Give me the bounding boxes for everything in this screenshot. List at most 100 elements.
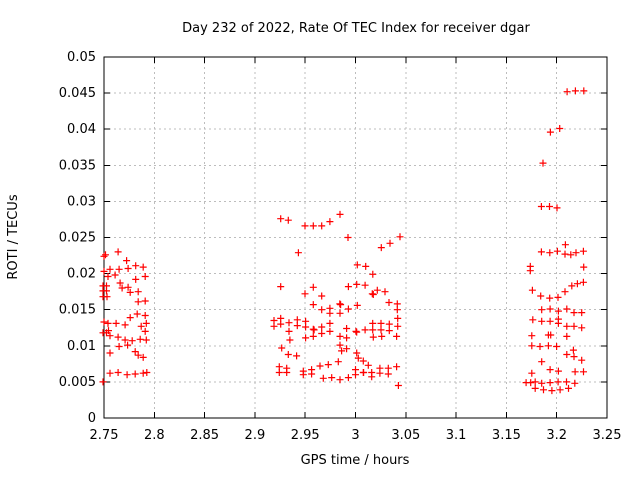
y-tick-label: 0.045 bbox=[59, 86, 96, 101]
data-point-marker bbox=[277, 215, 285, 223]
x-tick-label: 2.85 bbox=[190, 428, 219, 443]
data-point-marker bbox=[553, 343, 561, 350]
data-point-marker bbox=[294, 249, 302, 257]
data-point-marker bbox=[132, 275, 140, 283]
data-point-marker bbox=[308, 370, 316, 378]
data-point-marker bbox=[100, 318, 108, 326]
data-point-marker bbox=[114, 333, 122, 341]
data-point-marker bbox=[343, 334, 351, 342]
data-point-marker bbox=[343, 325, 351, 332]
data-point-marker bbox=[139, 263, 147, 271]
data-point-marker bbox=[565, 384, 572, 392]
data-point-marker bbox=[278, 344, 286, 352]
data-point-marker bbox=[106, 369, 114, 377]
data-point-marker bbox=[104, 273, 112, 280]
data-point-marker bbox=[277, 283, 285, 291]
data-point-marker bbox=[344, 234, 352, 241]
data-point-marker bbox=[124, 283, 132, 291]
data-point-marker bbox=[141, 273, 149, 280]
data-point-marker bbox=[102, 251, 109, 259]
data-point-marker bbox=[373, 286, 381, 294]
data-point-marker bbox=[284, 216, 292, 224]
data-point-marker bbox=[528, 369, 536, 377]
data-point-marker bbox=[142, 319, 150, 327]
data-point-marker bbox=[385, 299, 393, 306]
x-tick-label: 3 bbox=[351, 428, 359, 443]
data-point-marker bbox=[579, 278, 587, 286]
data-point-marker bbox=[580, 368, 587, 376]
data-point-marker bbox=[309, 222, 317, 230]
data-point-marker bbox=[337, 301, 345, 309]
data-point-marker bbox=[309, 332, 317, 340]
data-point-marker bbox=[116, 279, 124, 287]
data-point-marker bbox=[103, 293, 111, 301]
data-point-marker bbox=[539, 159, 547, 167]
data-point-marker bbox=[142, 336, 150, 344]
data-point-marker bbox=[580, 263, 588, 271]
data-point-marker bbox=[115, 265, 123, 273]
data-point-marker bbox=[544, 342, 552, 350]
data-point-marker bbox=[326, 218, 334, 226]
data-point-marker bbox=[328, 374, 336, 382]
data-point-marker bbox=[136, 335, 144, 343]
data-point-marker bbox=[571, 368, 579, 376]
data-point-marker bbox=[527, 379, 535, 387]
data-point-marker bbox=[563, 322, 571, 330]
data-point-marker bbox=[546, 249, 554, 257]
data-point-marker bbox=[353, 261, 361, 269]
x-tick-label: 3.25 bbox=[593, 428, 622, 443]
data-point-marker bbox=[546, 203, 553, 210]
data-point-marker bbox=[570, 309, 578, 317]
data-point-marker bbox=[554, 367, 562, 375]
data-point-marker bbox=[284, 351, 292, 358]
x-tick-label: 2.75 bbox=[90, 428, 119, 443]
data-point-marker bbox=[302, 323, 310, 331]
data-point-marker bbox=[302, 334, 310, 342]
data-point-marker bbox=[353, 301, 361, 309]
data-point-marker bbox=[579, 247, 587, 255]
data-point-marker bbox=[285, 327, 293, 335]
y-tick-label: 0.01 bbox=[67, 339, 96, 354]
data-point-marker bbox=[141, 297, 149, 305]
data-point-marker bbox=[396, 233, 404, 241]
data-point-marker bbox=[536, 343, 544, 350]
data-point-marker bbox=[126, 288, 134, 296]
data-point-marker bbox=[362, 262, 370, 270]
data-point-marker bbox=[134, 351, 142, 359]
data-point-marker bbox=[106, 349, 114, 357]
data-point-marker bbox=[114, 369, 122, 376]
data-point-marker bbox=[318, 222, 326, 230]
data-point-marker bbox=[393, 306, 401, 314]
data-point-marker bbox=[368, 373, 376, 381]
data-point-marker bbox=[573, 280, 581, 288]
data-point-marker bbox=[99, 378, 107, 386]
data-point-marker bbox=[293, 352, 301, 360]
data-point-marker bbox=[393, 363, 401, 371]
data-point-marker bbox=[556, 386, 564, 394]
data-point-marker bbox=[352, 371, 359, 379]
data-point-marker bbox=[134, 298, 142, 306]
data-point-marker bbox=[563, 378, 570, 386]
data-point-marker bbox=[326, 327, 334, 335]
data-point-marker bbox=[128, 337, 136, 345]
data-point-marker bbox=[310, 326, 318, 334]
data-point-marker bbox=[318, 306, 326, 314]
y-tick-label: 0.03 bbox=[67, 194, 96, 209]
x-tick-label: 2.9 bbox=[245, 428, 266, 443]
data-point-marker bbox=[556, 125, 564, 132]
data-point-marker bbox=[293, 322, 301, 330]
data-point-marker bbox=[561, 288, 569, 296]
data-point-marker bbox=[529, 316, 537, 324]
data-point-marker bbox=[571, 87, 579, 95]
data-point-marker bbox=[546, 305, 554, 313]
data-point-marker bbox=[554, 319, 562, 327]
data-point-marker bbox=[336, 341, 344, 349]
data-point-marker bbox=[538, 306, 546, 314]
x-tick-label: 2.95 bbox=[291, 428, 320, 443]
x-tick-label: 3.1 bbox=[446, 428, 467, 443]
data-point-marker bbox=[563, 332, 571, 340]
data-point-marker bbox=[118, 284, 126, 292]
data-point-marker bbox=[316, 362, 324, 370]
data-point-marker bbox=[139, 353, 147, 361]
data-point-marker bbox=[126, 314, 134, 322]
